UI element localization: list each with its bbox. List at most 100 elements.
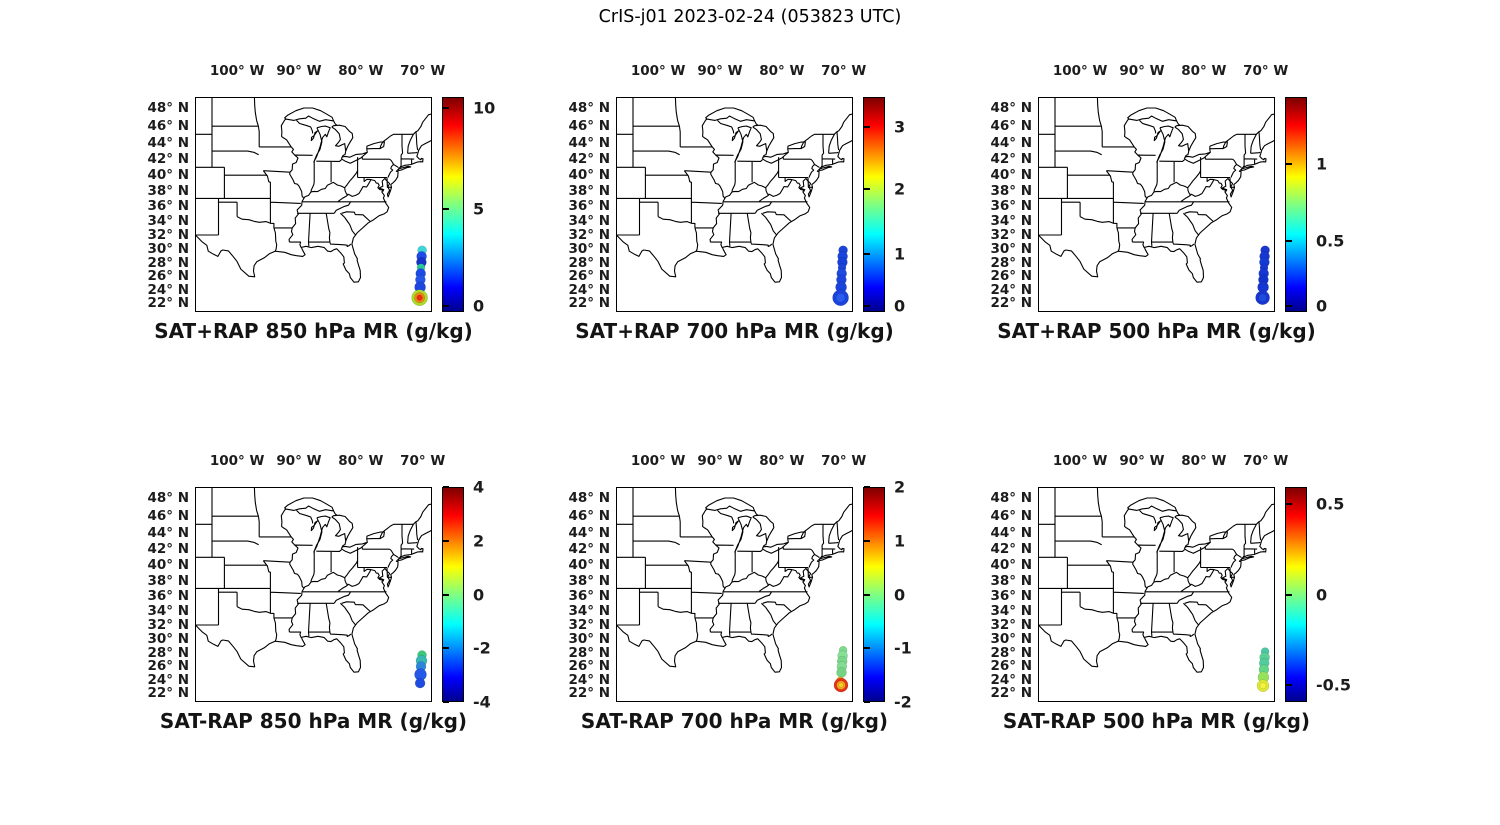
colorbar-tick-label: 1 xyxy=(1316,154,1328,174)
us-state-outlines xyxy=(616,97,853,283)
lon-tick-label: 80° W xyxy=(759,453,805,469)
lat-tick-label: 22° N xyxy=(568,684,610,701)
colorbar-tick-mark xyxy=(443,207,449,210)
lat-tick-label: 32° N xyxy=(990,617,1032,634)
colorbar-tick-label: 2 xyxy=(894,477,906,497)
lon-tick-label: 100° W xyxy=(209,453,265,469)
us-state-outlines xyxy=(616,487,853,673)
lat-tick-label: 34° N xyxy=(990,602,1032,619)
lat-tick-label: 32° N xyxy=(990,227,1032,244)
colorbar-tick-mark xyxy=(1286,683,1292,686)
map-axes xyxy=(616,97,853,312)
colorbar-tick-label: -4 xyxy=(473,692,491,712)
lat-tick-label: 22° N xyxy=(990,294,1032,311)
lat-tick-label: 36° N xyxy=(568,587,610,604)
colorbar-tick-mark xyxy=(1286,240,1292,243)
colorbar xyxy=(863,97,885,312)
lat-tick-label: 26° N xyxy=(147,658,189,675)
axes-frame xyxy=(195,97,432,312)
colorbar-tick-mark xyxy=(864,647,870,650)
colorbar xyxy=(442,97,464,312)
lat-tick-label: 26° N xyxy=(147,268,189,285)
lon-tick-label: 80° W xyxy=(338,63,384,79)
lat-tick-label: 48° N xyxy=(568,489,610,506)
lat-tick-label: 40° N xyxy=(147,557,189,574)
lat-tick-label: 48° N xyxy=(147,489,189,506)
colorbar-tick-mark xyxy=(864,593,870,596)
lat-tick-label: 24° N xyxy=(568,671,610,688)
lon-tick-label: 70° W xyxy=(1243,453,1289,469)
lat-tick-label: 46° N xyxy=(990,117,1032,134)
lat-tick-label: 38° N xyxy=(568,572,610,589)
lat-tick-label: 42° N xyxy=(568,541,610,558)
lat-tick-label: 32° N xyxy=(147,227,189,244)
lon-tick-label: 90° W xyxy=(1119,63,1165,79)
lat-tick-label: 26° N xyxy=(990,658,1032,675)
lat-tick-label: 32° N xyxy=(568,227,610,244)
us-state-outlines xyxy=(1038,487,1275,673)
colorbar-tick-label: 0.5 xyxy=(1316,231,1345,251)
lat-tick-label: 44° N xyxy=(990,524,1032,541)
lon-tick-label: 100° W xyxy=(630,63,686,79)
observation-dot xyxy=(411,289,428,306)
colorbar-tick-label: 2 xyxy=(894,179,906,199)
map-axes xyxy=(1038,97,1275,312)
lat-tick-label: 34° N xyxy=(990,212,1032,229)
lon-tick-label: 70° W xyxy=(1243,63,1289,79)
lon-tick-label: 100° W xyxy=(630,453,686,469)
colorbar-tick-label: -0.5 xyxy=(1316,675,1351,695)
lat-tick-label: 26° N xyxy=(568,268,610,285)
axes-frame xyxy=(1038,487,1275,702)
lat-tick-label: 42° N xyxy=(147,151,189,168)
colorbar-tick-label: 0 xyxy=(473,585,485,604)
lon-tick-label: 70° W xyxy=(821,453,867,469)
lon-tick-label: 70° W xyxy=(400,63,446,79)
lat-tick-label: 34° N xyxy=(147,602,189,619)
colorbar-tick-label: -2 xyxy=(473,638,491,658)
lat-tick-label: 22° N xyxy=(147,294,189,311)
lat-tick-label: 22° N xyxy=(147,684,189,701)
lat-tick-label: 28° N xyxy=(990,644,1032,661)
figure-title: CrIS-j01 2023-02-24 (053823 UTC) xyxy=(598,7,902,27)
lat-tick-label: 36° N xyxy=(990,197,1032,214)
colorbar-tick-mark xyxy=(443,304,449,307)
lat-tick-label: 40° N xyxy=(147,167,189,184)
observation-dot xyxy=(1255,290,1270,305)
lat-tick-label: 30° N xyxy=(568,631,610,648)
axes-frame xyxy=(616,487,853,702)
lon-tick-label: 70° W xyxy=(400,453,446,469)
lat-tick-label: 38° N xyxy=(147,182,189,199)
lat-tick-label: 48° N xyxy=(568,99,610,116)
lon-tick-label: 90° W xyxy=(1119,453,1165,469)
lon-tick-label: 90° W xyxy=(276,453,322,469)
lat-tick-label: 36° N xyxy=(147,587,189,604)
colorbar-tick-mark xyxy=(864,126,870,129)
lat-tick-label: 30° N xyxy=(147,241,189,258)
observation-dot xyxy=(1256,679,1270,692)
axes-frame xyxy=(1038,97,1275,312)
lon-tick-label: 80° W xyxy=(759,63,805,79)
lat-tick-label: 38° N xyxy=(147,572,189,589)
colorbar-tick-label: 0 xyxy=(894,296,906,316)
lat-tick-label: 28° N xyxy=(990,254,1032,271)
colorbar-tick-label: 1 xyxy=(894,244,906,264)
lat-tick-label: 24° N xyxy=(990,671,1032,688)
lat-tick-label: 34° N xyxy=(568,602,610,619)
lat-tick-label: 32° N xyxy=(147,617,189,634)
lat-tick-label: 46° N xyxy=(147,507,189,524)
lat-tick-label: 42° N xyxy=(990,151,1032,168)
lat-tick-label: 32° N xyxy=(568,617,610,634)
lon-tick-label: 90° W xyxy=(276,63,322,79)
panel-title: SAT-RAP 500 hPa MR (g/kg) xyxy=(1002,709,1311,733)
lat-tick-label: 44° N xyxy=(568,134,610,151)
lat-tick-label: 28° N xyxy=(568,254,610,271)
lat-tick-label: 48° N xyxy=(147,99,189,116)
map-axes xyxy=(195,487,432,702)
colorbar-tick-mark xyxy=(1286,593,1292,596)
colorbar-tick-mark xyxy=(864,701,870,703)
lon-tick-label: 100° W xyxy=(1052,453,1108,469)
us-state-outlines xyxy=(195,97,432,283)
colorbar-tick-label: 0.5 xyxy=(1316,494,1345,514)
colorbar-tick-mark xyxy=(443,593,449,596)
lat-tick-label: 48° N xyxy=(990,489,1032,506)
